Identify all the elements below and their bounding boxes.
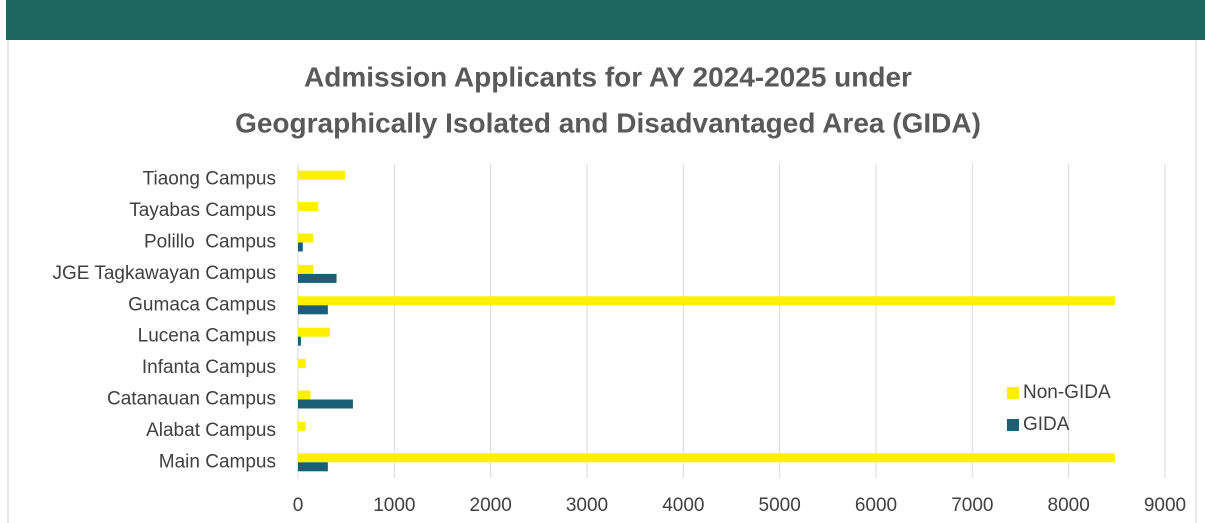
y-tick-label: Infanta Campus <box>142 357 276 378</box>
bar <box>298 305 328 315</box>
bar <box>298 273 337 283</box>
bar <box>298 242 303 252</box>
x-tick-label: 5000 <box>759 495 801 516</box>
chart-title: Admission Applicants for AY 2024-2025 un… <box>304 61 912 92</box>
y-tick-label: Alabat Campus <box>146 420 276 441</box>
bar <box>298 359 306 369</box>
y-tick-label: Lucena Campus <box>138 326 276 347</box>
bar <box>298 233 314 243</box>
bar <box>298 453 1115 463</box>
x-tick-label: 4000 <box>662 495 704 516</box>
x-tick-label: 1000 <box>373 495 415 516</box>
bar <box>298 399 353 409</box>
y-tick-label: Polillo Campus <box>144 232 276 253</box>
y-tick-label: Tiaong Campus <box>143 169 276 190</box>
x-tick-label: 0 <box>293 495 304 516</box>
bar <box>298 390 311 400</box>
x-tick-label: 7000 <box>951 495 993 516</box>
legend-swatch <box>1007 419 1019 431</box>
bar <box>298 462 328 472</box>
legend-label: GIDA <box>1023 414 1070 435</box>
bar <box>298 202 319 212</box>
bar <box>298 327 330 337</box>
bar <box>298 336 301 346</box>
x-tick-label: 2000 <box>470 495 512 516</box>
x-tick-label: 8000 <box>1048 495 1090 516</box>
y-tick-label: Main Campus <box>159 451 276 472</box>
y-tick-label: Tayabas Campus <box>129 200 276 221</box>
header-band <box>6 0 1205 40</box>
y-tick-label: Gumaca Campus <box>128 294 276 315</box>
legend-swatch <box>1007 387 1019 399</box>
bar <box>298 170 346 180</box>
x-tick-label: 6000 <box>855 495 897 516</box>
x-tick-label: 9000 <box>1144 495 1186 516</box>
bar <box>298 264 314 274</box>
y-tick-label: JGE Tagkawayan Campus <box>52 263 276 284</box>
x-tick-label: 3000 <box>566 495 608 516</box>
chart-subtitle: Geographically Isolated and Disadvantage… <box>235 107 981 138</box>
bar <box>298 296 1115 306</box>
bar <box>298 421 306 431</box>
legend-label: Non-GIDA <box>1023 382 1111 403</box>
y-tick-label: Catanauan Campus <box>107 389 276 410</box>
